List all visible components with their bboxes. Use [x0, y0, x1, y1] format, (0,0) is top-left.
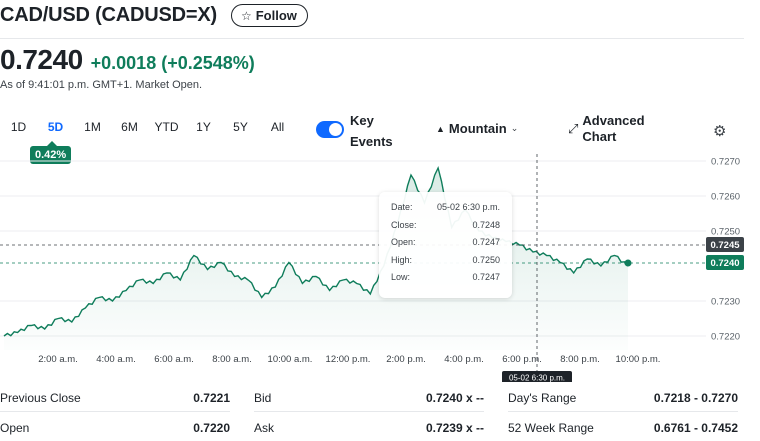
range-tabs: 1D 5D 1M 6M YTD 1Y 5Y All	[0, 120, 296, 134]
stat-value-ask: 0.7239 x --	[425, 421, 484, 435]
stats-divider	[254, 411, 484, 412]
x-tick-label: 6:00 p.m.	[502, 354, 542, 365]
stat-value-open: 0.7220	[193, 421, 230, 435]
follow-button[interactable]: ☆ Follow	[230, 4, 308, 27]
x-tick-label: 8:00 p.m.	[560, 354, 600, 365]
follow-label: Follow	[255, 8, 297, 23]
stat-label-open: Open	[0, 421, 30, 435]
tooltip-row-high: High: 0.7250	[391, 255, 500, 273]
last-price-dot	[624, 259, 632, 267]
advanced-chart-label: Advanced Chart	[582, 113, 645, 144]
stat-label-previous-close: Previous Close	[0, 391, 81, 405]
y-axis: 0.7270 0.7260 0.7250 0.7230 0.7220	[711, 157, 740, 343]
market-status: As of 9:41:01 p.m. GMT+1. Market Open.	[0, 79, 203, 91]
expand-icon: ⤢	[568, 121, 579, 136]
current-price-tag	[706, 255, 744, 270]
x-tick-label: 12:00 p.m.	[326, 354, 371, 365]
price-area	[4, 168, 628, 350]
stat-value-52-week-range: 0.6761 - 0.7452	[653, 421, 738, 435]
tooltip-label: High:	[391, 254, 413, 265]
chart-tooltip: Date: 05-02 6:30 p.m. Close: 0.7248 Open…	[379, 192, 512, 298]
stats-divider	[508, 411, 738, 412]
page-title: CAD/USD (CADUSD=X)	[0, 4, 217, 26]
y-tick-label: 0.7260	[711, 192, 740, 203]
y-tick-label: 0.7270	[711, 157, 740, 168]
x-tick-label: 4:00 p.m.	[444, 354, 484, 365]
x-tick-label: 2:00 p.m.	[386, 354, 426, 365]
advanced-chart-button[interactable]: ⤢ Advanced Chart	[568, 113, 652, 145]
mountain-icon: ▲	[436, 123, 445, 134]
header: CAD/USD (CADUSD=X) ☆ Follow	[0, 4, 308, 27]
y-tick-label: 0.7230	[711, 297, 740, 308]
stat-label-52-week-range: 52 Week Range	[508, 421, 594, 435]
tooltip-value: 0.7247	[472, 237, 500, 247]
y-tick-label: 0.7250	[711, 227, 740, 238]
tooltip-label: Close:	[391, 219, 417, 230]
quote-price-row: 0.7240 +0.0018 (+0.2548%)	[0, 44, 255, 76]
stat-value-bid: 0.7240 x --	[425, 391, 484, 405]
range-tab-all[interactable]: All	[270, 120, 285, 134]
tooltip-value: 0.7248	[472, 219, 500, 230]
quote-stats: Previous Close 0.7221 Bid 0.7240 x -- Da…	[0, 382, 760, 441]
stats-divider	[0, 411, 230, 412]
gear-icon[interactable]: ⚙	[713, 123, 727, 140]
crosshair-time-label: 05-02 6:30 p.m.	[509, 374, 565, 383]
tooltip-value: 0.7250	[472, 254, 500, 265]
y-tick-label: 0.7220	[711, 332, 740, 343]
header-divider	[0, 38, 744, 39]
stat-label-bid: Bid	[254, 391, 272, 405]
x-tick-label: 6:00 a.m.	[154, 354, 194, 365]
x-tick-label: 4:00 a.m.	[96, 354, 136, 365]
tooltip-value: 0.7247	[472, 272, 500, 282]
tooltip-value: 05-02 6:30 p.m.	[436, 202, 500, 212]
price-line	[3, 165, 629, 337]
x-tick-label: 10:00 a.m.	[268, 354, 313, 365]
range-tab-1d[interactable]: 1D	[10, 120, 27, 134]
stat-label-ask: Ask	[254, 421, 275, 435]
x-tick-label: 10:00 p.m.	[616, 354, 661, 365]
x-tick-label: 8:00 a.m.	[212, 354, 252, 365]
price-change: +0.0018 (+0.2548%)	[90, 53, 255, 73]
range-tab-6m[interactable]: 6M	[121, 120, 138, 134]
tooltip-row-low: Low: 0.7247	[391, 272, 500, 290]
current-price-tag-label: 0.7240	[710, 258, 739, 269]
chart-type-label: Mountain	[448, 121, 507, 136]
current-price: 0.7240	[0, 44, 83, 75]
chart-type-dropdown[interactable]: ▲ Mountain ⌄	[436, 121, 518, 136]
previous-close-tag	[706, 237, 744, 252]
range-change-badge: 0.42%	[30, 141, 72, 164]
tooltip-label: Date:	[391, 202, 413, 212]
tooltip-row-open: Open: 0.7247	[391, 237, 500, 255]
x-axis: 2:00 a.m. 4:00 a.m. 6:00 a.m. 8:00 a.m. 10:0…	[38, 354, 660, 365]
stat-label-days-range: Day's Range	[508, 391, 577, 405]
range-tab-1m[interactable]: 1M	[84, 120, 101, 134]
star-icon: ☆	[240, 8, 252, 23]
chevron-down-icon: ⌄	[510, 123, 519, 133]
key-events-toggle[interactable]	[316, 121, 344, 138]
tooltip-row-date: Date: 05-02 6:30 p.m.	[391, 202, 500, 220]
tooltip-label: Low:	[391, 272, 411, 282]
stat-value-days-range: 0.7218 - 0.7270	[653, 391, 738, 405]
tooltip-row-close: Close: 0.7248	[391, 220, 500, 238]
crosshair-time-tag	[502, 371, 572, 382]
range-tab-1y[interactable]: 1Y	[196, 120, 211, 134]
previous-close-tag-label: 0.7245	[710, 240, 740, 251]
price-chart[interactable]: 0.7270 0.7260 0.7250 0.7230 0.7220 2:00 a.m.…	[0, 150, 760, 382]
range-tab-5y[interactable]: 5Y	[233, 120, 248, 134]
range-tab-5d[interactable]: 5D	[47, 120, 64, 134]
tooltip-label: Open:	[391, 237, 416, 247]
x-tick-label: 2:00 a.m.	[38, 354, 78, 365]
range-tab-ytd[interactable]: YTD	[154, 120, 179, 134]
key-events-label: Key Events	[350, 113, 393, 149]
stat-value-previous-close: 0.7221	[193, 391, 230, 405]
